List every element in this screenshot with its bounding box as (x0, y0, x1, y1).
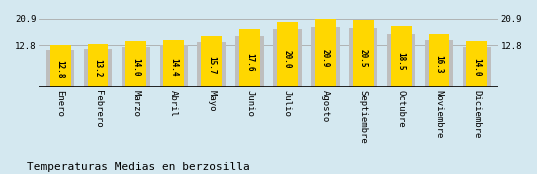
Bar (122, 47, 150, 87)
Bar (88, 44, 108, 87)
Bar (425, 40, 453, 87)
Text: 14.0: 14.0 (473, 58, 481, 77)
Bar (159, 45, 188, 87)
Bar (349, 28, 378, 87)
Text: 17.6: 17.6 (245, 53, 254, 72)
Bar (201, 35, 222, 87)
Bar (235, 36, 264, 87)
Bar (163, 40, 184, 87)
Bar (50, 45, 70, 87)
Bar (46, 50, 74, 87)
Text: 20.5: 20.5 (359, 49, 368, 68)
Bar (467, 41, 487, 87)
Text: 20.0: 20.0 (283, 50, 292, 69)
Text: 12.8: 12.8 (56, 60, 64, 78)
Bar (84, 49, 112, 87)
Text: 18.5: 18.5 (397, 52, 405, 71)
Text: 16.3: 16.3 (434, 55, 444, 74)
Bar (239, 29, 260, 87)
Text: 13.2: 13.2 (93, 60, 103, 78)
Bar (391, 26, 411, 87)
Bar (353, 20, 374, 87)
Bar (198, 42, 226, 87)
Text: 14.4: 14.4 (169, 58, 178, 76)
Bar (387, 34, 415, 87)
Text: 20.9: 20.9 (321, 49, 330, 67)
Bar (463, 47, 491, 87)
Text: 14.0: 14.0 (132, 58, 140, 77)
Text: 15.7: 15.7 (207, 56, 216, 74)
Bar (126, 41, 146, 87)
Bar (311, 27, 339, 87)
Bar (429, 34, 449, 87)
Text: Temperaturas Medias en berzosilla: Temperaturas Medias en berzosilla (27, 162, 250, 172)
Bar (277, 22, 298, 87)
Bar (273, 29, 302, 87)
Bar (315, 19, 336, 87)
